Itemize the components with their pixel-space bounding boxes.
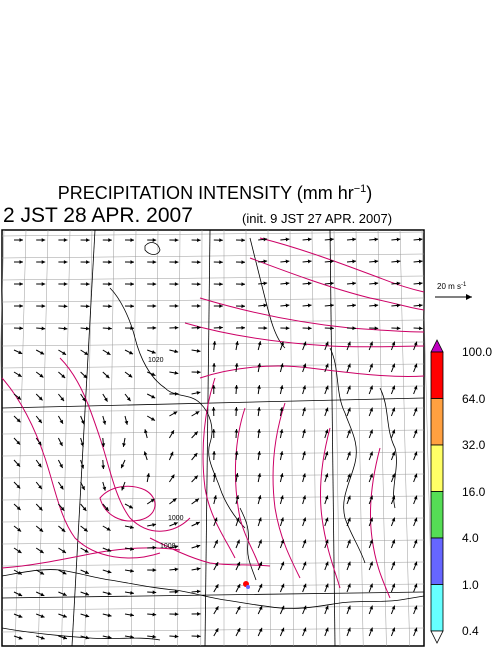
legend-label: 32.0 <box>462 438 486 452</box>
precip-legend <box>430 339 444 644</box>
legend-label: 16.0 <box>462 484 486 499</box>
legend-color-box <box>430 491 444 539</box>
contour-label: 1000 <box>168 515 184 522</box>
legend-color-box <box>430 444 444 492</box>
wind-scale: 20 m s-1 <box>435 282 472 300</box>
coastlines <box>1 237 425 641</box>
contour-labels: 1020 1000 1008 <box>148 357 184 550</box>
legend-label: 1.0 <box>462 577 479 592</box>
legend-label: 0.4 <box>462 624 479 638</box>
contour-label: 1020 <box>148 357 164 364</box>
chart-title: PRECIPITATION INTENSITY (mm hr−1) <box>57 183 373 203</box>
legend-label: 64.0 <box>462 391 486 406</box>
contour-label: 1008 <box>160 543 176 550</box>
legend-max-triangle <box>430 339 444 353</box>
legend-color-box <box>430 584 444 632</box>
legend-color-box <box>430 351 444 399</box>
legend-label: 4.0 <box>462 531 479 545</box>
init-time: (init. 9 JST 27 APR. 2007) <box>242 211 393 226</box>
legend-color-box <box>430 537 444 585</box>
wind-vectors <box>13 237 423 640</box>
valid-time: 2 JST 28 APR. 2007 <box>3 204 193 227</box>
legend-color-box <box>430 398 444 446</box>
legend-min-triangle <box>430 630 444 644</box>
precip-cell <box>243 581 250 589</box>
wind-scale-label: 20 m s-1 <box>437 282 467 291</box>
legend-label: 100.0 <box>462 345 493 359</box>
weather-map: 1020 1000 1008 <box>0 229 430 647</box>
